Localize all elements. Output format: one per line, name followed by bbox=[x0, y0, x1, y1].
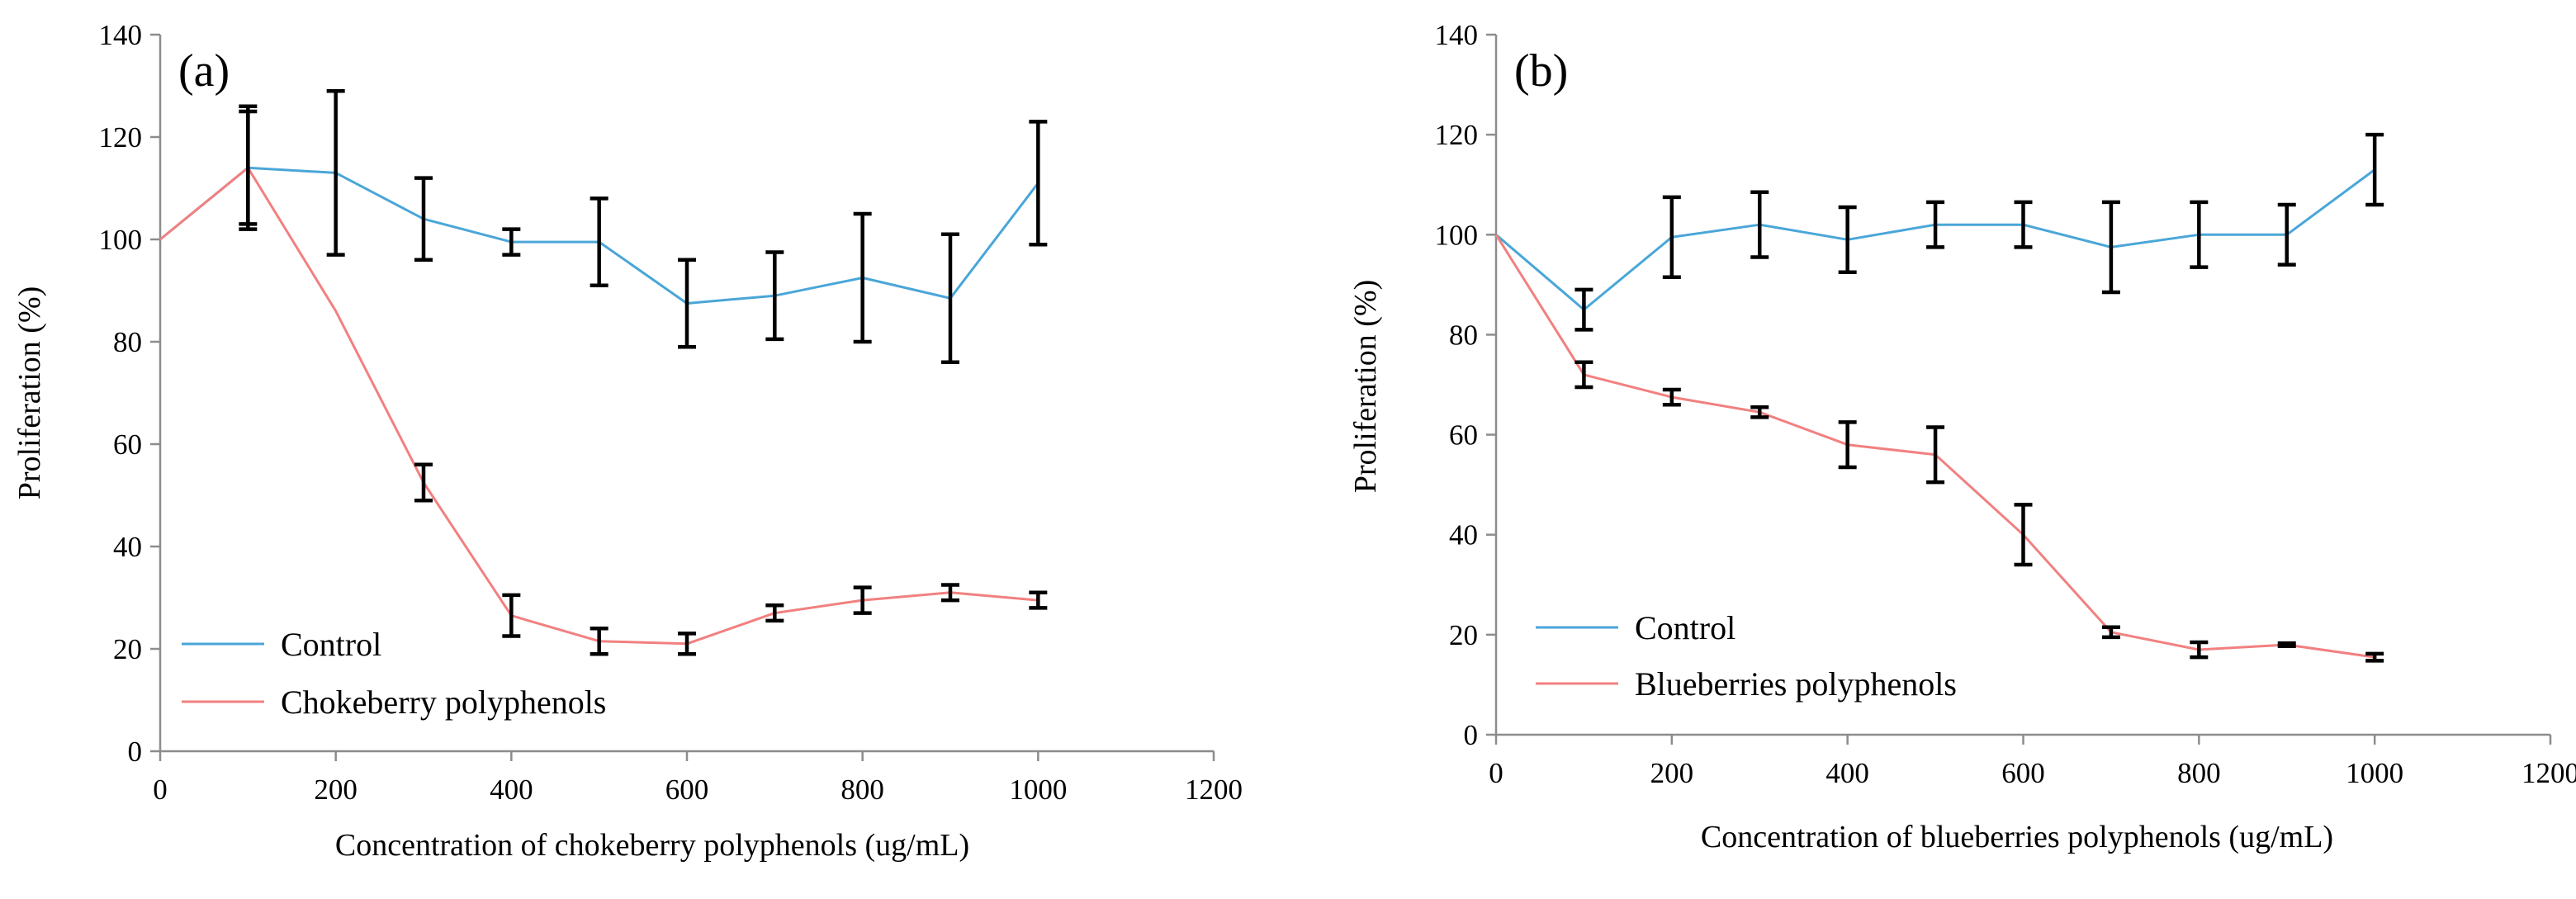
error-bar bbox=[678, 258, 696, 349]
panel-label: (a) bbox=[178, 45, 230, 97]
y-axis-title: Proliferation (%) bbox=[12, 286, 47, 500]
error-bar bbox=[1662, 387, 1681, 407]
y-tick-label: 100 bbox=[99, 224, 143, 256]
x-tick-label: 400 bbox=[490, 774, 533, 806]
x-tick-label: 200 bbox=[314, 774, 358, 806]
error-bar bbox=[2277, 202, 2296, 267]
error-bar bbox=[2014, 200, 2033, 249]
error-bar bbox=[1662, 195, 1681, 280]
y-tick-label: 140 bbox=[1435, 19, 1479, 51]
x-tick-label: 200 bbox=[1650, 757, 1694, 789]
error-bar bbox=[414, 462, 433, 503]
legend-label: Blueberries polyphenols bbox=[1635, 665, 1957, 703]
error-bar bbox=[941, 583, 959, 603]
x-tick-label: 1200 bbox=[2522, 757, 2576, 789]
x-tick-label: 0 bbox=[153, 774, 168, 806]
legend: Control Chokeberry polyphenols bbox=[182, 626, 606, 721]
panel-label: (b) bbox=[1514, 45, 1568, 97]
x-axis-title: Concentration of blueberries polyphenols… bbox=[1701, 820, 2333, 854]
x-tick-label: 0 bbox=[1489, 757, 1503, 789]
y-tick-label: 120 bbox=[1435, 119, 1479, 151]
error-bar bbox=[1029, 590, 1048, 610]
chart-panel-b: 0 20 40 60 80 100 120 140 0 200 400 600 800 1000 1200 C… bbox=[1348, 19, 2576, 854]
error-bar bbox=[2277, 641, 2296, 649]
y-tick-label: 100 bbox=[1435, 219, 1479, 251]
error-bar bbox=[1926, 200, 1945, 249]
error-bar bbox=[1029, 120, 1048, 247]
y-tick-label: 0 bbox=[128, 736, 143, 768]
x-tick-label: 800 bbox=[2177, 757, 2221, 789]
x-tick-label: 600 bbox=[2001, 757, 2045, 789]
error-bar bbox=[941, 232, 959, 365]
y-tick-label: 40 bbox=[113, 531, 142, 563]
error-bar bbox=[414, 176, 433, 263]
error-bar bbox=[2365, 651, 2384, 663]
error-bar bbox=[2190, 640, 2209, 660]
error-bar bbox=[2190, 200, 2209, 269]
y-tick-label: 60 bbox=[1449, 419, 1478, 452]
error-bar bbox=[326, 88, 345, 257]
y-tick-label: 0 bbox=[1464, 719, 1479, 751]
error-bar bbox=[239, 104, 258, 231]
y-tick-label: 80 bbox=[113, 326, 142, 358]
legend-label: Chokeberry polyphenols bbox=[281, 684, 606, 721]
x-tick-label: 800 bbox=[841, 774, 884, 806]
error-bar bbox=[678, 632, 696, 656]
error-bar bbox=[590, 626, 608, 656]
x-axis-title: Concentration of chokeberry polyphenols … bbox=[335, 828, 969, 863]
error-bar bbox=[502, 593, 521, 638]
error-bar bbox=[1574, 287, 1593, 332]
x-tick-label: 1000 bbox=[2346, 757, 2403, 789]
x-tick-label: 1200 bbox=[1185, 774, 1243, 806]
error-bar bbox=[1838, 205, 1857, 274]
y-tick-label: 140 bbox=[99, 19, 143, 51]
y-tick-label: 120 bbox=[99, 121, 143, 154]
error-bar bbox=[2101, 200, 2120, 295]
error-bar bbox=[2014, 503, 2033, 567]
y-tick-label: 20 bbox=[1449, 619, 1478, 651]
error-bar bbox=[1838, 420, 1857, 470]
y-tick-label: 20 bbox=[113, 633, 142, 665]
legend-label: Control bbox=[1635, 609, 1735, 646]
x-tick-label: 1000 bbox=[1009, 774, 1067, 806]
error-bar bbox=[853, 585, 872, 615]
y-tick-label: 80 bbox=[1449, 319, 1478, 351]
error-bar bbox=[765, 250, 784, 342]
error-bar bbox=[853, 211, 872, 344]
error-bar bbox=[1574, 360, 1593, 390]
y-axis-title: Proliferation (%) bbox=[1348, 280, 1383, 494]
legend-label: Control bbox=[281, 626, 381, 663]
error-bar bbox=[765, 603, 784, 623]
chart-panel-a: 0 20 40 60 80 100 120 140 0 200 400 600 800 1000 1200 C… bbox=[12, 19, 1243, 863]
error-bar bbox=[502, 227, 521, 257]
error-bar bbox=[1750, 190, 1769, 259]
legend: Control Blueberries polyphenols bbox=[1536, 609, 1957, 703]
error-bar bbox=[1926, 425, 1945, 485]
error-bar bbox=[590, 196, 608, 288]
error-bar bbox=[2365, 132, 2384, 207]
error-bar bbox=[1750, 405, 1769, 419]
x-tick-label: 600 bbox=[665, 774, 709, 806]
y-tick-label: 60 bbox=[113, 428, 142, 461]
x-tick-label: 400 bbox=[1825, 757, 1869, 789]
y-tick-label: 40 bbox=[1449, 519, 1478, 551]
error-bar bbox=[2101, 625, 2120, 640]
